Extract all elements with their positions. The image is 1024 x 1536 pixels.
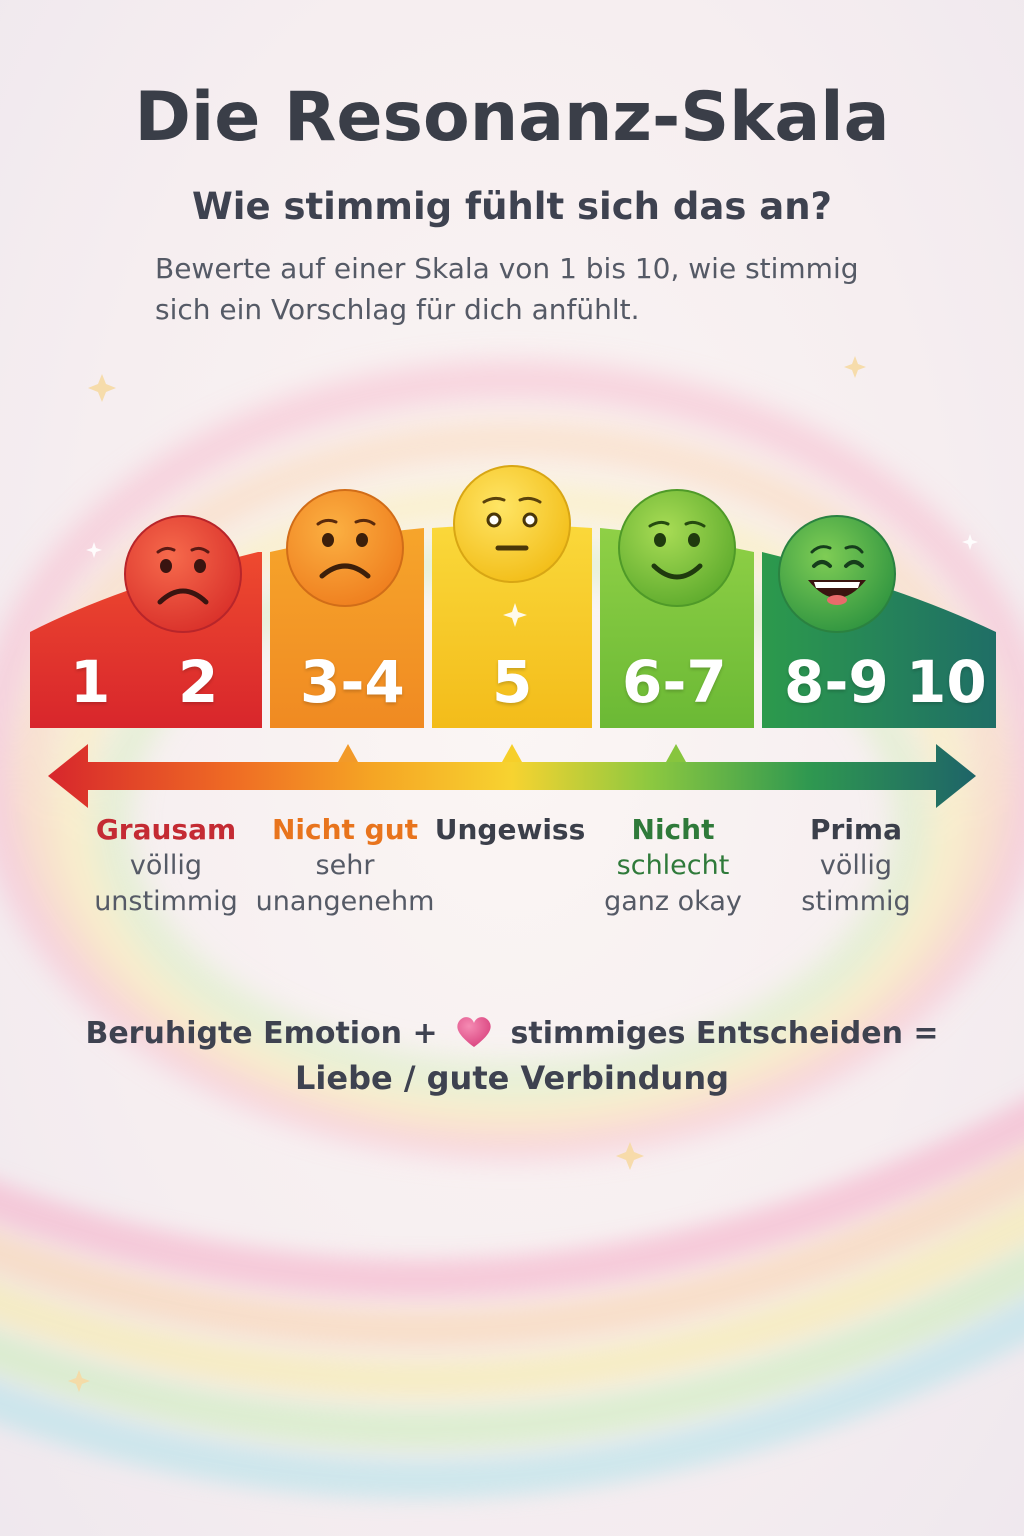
scale-number-1: 1 [70,648,111,716]
formula-result: Liebe / gute Verbindung [295,1059,729,1097]
grin-face-icon [778,515,896,633]
worried-face-icon [286,489,404,607]
label-grausam: Grausam völlig unstimmig [76,812,256,920]
formula-part1: Beruhigte Emotion + [85,1016,438,1051]
label-ungewiss: Ungewiss [432,812,588,848]
smile-face-icon [618,489,736,607]
scale-number-6-7: 6-7 [622,648,727,716]
scale-number-3-4: 3-4 [300,648,405,716]
scale-number-10: 10 [906,648,987,716]
label-sub: unangenehm [255,886,435,917]
formula-part2: stimmiges Entscheiden = [510,1016,939,1051]
label-sub: sehr [315,850,375,881]
neutral-face-icon [453,465,571,583]
description-text: Bewerte auf einer Skala von 1 bis 10, wi… [155,252,859,326]
page-title: Die Resonanz-Skala [134,78,890,157]
label-heading: Grausam [95,813,237,846]
formula-text: Beruhigte Emotion + stimmiges Entscheide… [0,1012,1024,1100]
label-nicht-schlecht: Nicht schlecht ganz okay [588,812,758,920]
label-prima: Prima völlig stimmig [776,812,936,920]
label-sub: unstimmig [94,886,238,917]
scale-number-8-9: 8-9 [784,648,889,716]
page-subtitle: Wie stimmig fühlt sich das an? [191,185,833,228]
label-sub: ganz okay [604,886,742,917]
label-nicht-gut: Nicht gut sehr unangenehm [248,812,442,920]
label-heading: Prima [810,813,902,846]
sad-face-icon [124,515,242,633]
block-yellow [432,525,592,728]
label-sub: völlig [819,850,893,881]
label-sub: schlecht [616,850,730,881]
label-sub: völlig [129,850,203,881]
scale-arrow [48,744,976,808]
label-heading: Nicht gut [271,813,419,846]
scale-number-2: 2 [178,648,219,716]
label-heading: Ungewiss [434,813,586,846]
scale-number-5: 5 [492,648,533,716]
label-sub: stimmig [801,886,911,917]
label-heading: Nicht [631,813,715,846]
heart-icon [457,1017,491,1047]
